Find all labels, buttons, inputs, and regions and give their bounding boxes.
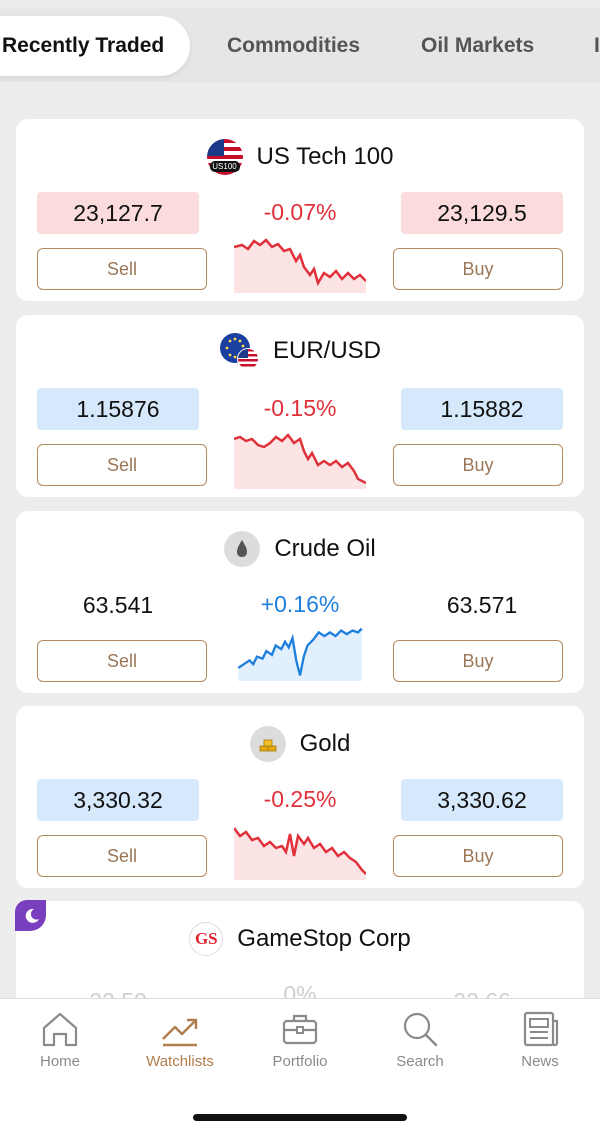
buy-price: 1.15882 xyxy=(401,388,563,430)
sell-button[interactable]: Sell xyxy=(37,640,207,682)
briefcase-icon xyxy=(282,1014,318,1045)
sell-button[interactable]: Sell xyxy=(37,444,207,486)
tab-recently-traded[interactable]: Recently Traded xyxy=(0,16,191,76)
nav-home-label: Home xyxy=(39,1053,80,1070)
trend-up-icon xyxy=(162,1018,198,1047)
buy-price: 3,330.62 xyxy=(401,779,563,821)
us-flag-icon: US100 xyxy=(206,139,243,175)
instrument-card-eur-usd[interactable]: EUR/USD 1.15876 -0.15% 1.15882 Sell Buy xyxy=(16,315,584,497)
eu-us-flag-icon xyxy=(219,332,259,370)
change-percent: -0.25% xyxy=(263,786,337,812)
buy-button[interactable]: Buy xyxy=(393,444,563,486)
tab-oil-markets[interactable]: Oil Markets xyxy=(421,34,535,57)
tab-commodities[interactable]: Commodities xyxy=(227,34,361,57)
card-title: GS GameStop Corp xyxy=(16,919,584,959)
nav-search[interactable]: Search xyxy=(360,1009,480,1070)
instrument-card-gold[interactable]: Gold 3,330.32 -0.25% 3,330.62 Sell Buy xyxy=(16,706,584,888)
bottom-nav: Home Watchlists Portfolio Search xyxy=(0,998,600,1134)
instrument-name: Crude Oil xyxy=(274,535,376,562)
buy-button[interactable]: Buy xyxy=(393,835,563,877)
sparkline-chart xyxy=(237,627,363,681)
sell-button[interactable]: Sell xyxy=(37,835,207,877)
card-title: Crude Oil xyxy=(16,529,584,569)
buy-price: 23,129.5 xyxy=(401,192,563,234)
sparkline-chart xyxy=(234,433,366,489)
buy-button[interactable]: Buy xyxy=(393,248,563,290)
gamestop-logo-icon: GS xyxy=(189,922,224,956)
moon-badge-icon xyxy=(15,900,46,931)
change-percent: +0.16% xyxy=(260,591,340,617)
sell-price: 3,330.32 xyxy=(37,779,199,821)
gold-bars-icon xyxy=(249,726,286,762)
buy-button[interactable]: Buy xyxy=(393,640,563,682)
sparkline-chart xyxy=(234,827,366,880)
sell-price: 23,127.7 xyxy=(37,192,199,234)
instrument-card-us-tech-100[interactable]: US100 US Tech 100 23,127.7 -0.07% 23,129… xyxy=(16,119,584,301)
sell-price: 63.541 xyxy=(82,592,154,618)
card-title: EUR/USD xyxy=(16,331,584,371)
card-title: Gold xyxy=(16,724,584,764)
instrument-card-crude-oil[interactable]: Crude Oil 63.541 +0.16% 63.571 Sell Buy xyxy=(16,511,584,693)
instrument-name: Gold xyxy=(299,730,351,757)
us100-badge: US100 xyxy=(209,161,240,172)
nav-news-label: News xyxy=(521,1053,559,1070)
nav-home[interactable]: Home xyxy=(0,1009,120,1070)
home-indicator xyxy=(193,1114,407,1121)
instrument-name: GameStop Corp xyxy=(237,925,411,952)
nav-search-label: Search xyxy=(396,1053,444,1070)
buy-price: 63.571 xyxy=(446,592,518,618)
instrument-name: US Tech 100 xyxy=(256,143,394,170)
nav-portfolio[interactable]: Portfolio xyxy=(240,1009,360,1070)
nav-news[interactable]: News xyxy=(480,1009,600,1070)
card-title: US100 US Tech 100 xyxy=(16,137,584,177)
home-icon xyxy=(42,1012,78,1047)
nav-watchlists[interactable]: Watchlists xyxy=(120,1009,240,1070)
newspaper-icon xyxy=(523,1011,559,1047)
category-tabs: Recently Traded Commodities Oil Markets … xyxy=(0,8,600,82)
sell-price: 1.15876 xyxy=(37,388,199,430)
gamestop-logo-text: GS xyxy=(194,929,218,948)
tab-more[interactable]: I xyxy=(594,34,600,57)
change-percent: -0.15% xyxy=(263,395,337,421)
instrument-name: EUR/USD xyxy=(272,337,381,364)
oil-drop-icon xyxy=(224,531,261,567)
sell-button[interactable]: Sell xyxy=(37,248,207,290)
change-percent: -0.07% xyxy=(263,199,337,225)
search-icon xyxy=(403,1012,438,1047)
nav-watchlists-label: Watchlists xyxy=(146,1053,214,1070)
nav-portfolio-label: Portfolio xyxy=(272,1053,328,1070)
sparkline-chart xyxy=(234,238,366,293)
